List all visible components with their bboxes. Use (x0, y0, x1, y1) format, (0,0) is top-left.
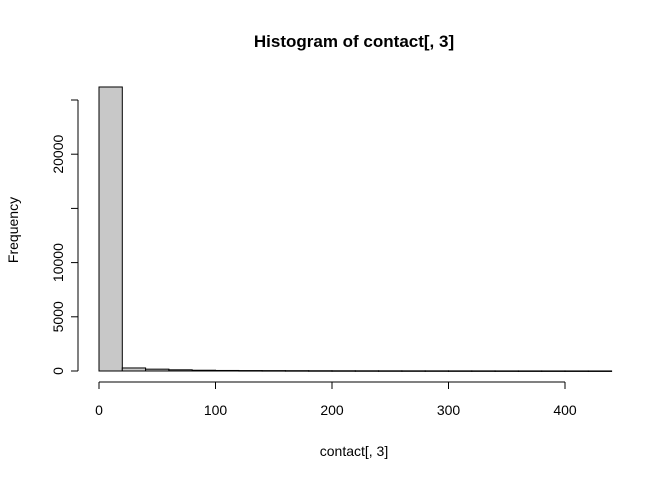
x-tick-label: 200 (320, 402, 344, 418)
histogram-bar (121, 367, 147, 372)
histogram-bar (284, 370, 310, 372)
y-axis-label: Frequency (5, 197, 21, 263)
x-tick-label: 300 (437, 402, 461, 418)
x-tick-label: 100 (204, 402, 228, 418)
x-tick-label: 0 (95, 402, 103, 418)
histogram-bar (471, 370, 496, 372)
histogram-bar (98, 86, 123, 372)
histogram-bar (145, 368, 170, 372)
histogram-bar (448, 370, 473, 372)
histogram-bar (424, 370, 450, 372)
y-tick-label: 5000 (50, 301, 66, 332)
histogram-bar (587, 370, 613, 372)
histogram-bar (261, 370, 286, 372)
histogram-bar (331, 370, 356, 372)
chart-title: Histogram of contact[, 3] (254, 32, 454, 51)
histogram-bar (517, 370, 543, 372)
histogram-bar (215, 369, 240, 372)
histogram-bar (238, 370, 263, 372)
y-tick-label: 0 (50, 367, 66, 375)
y-tick-label: 20000 (50, 135, 66, 174)
histogram-bar (191, 369, 216, 372)
histogram-bar (564, 370, 589, 372)
histogram-bar (354, 370, 380, 372)
x-axis: 0 100 200 300 400 (95, 381, 577, 418)
y-tick-label: 10000 (50, 243, 66, 282)
histogram-bar (378, 370, 403, 372)
histogram-bar (401, 370, 426, 372)
histogram-bar (494, 370, 519, 372)
x-tick-label: 400 (553, 402, 577, 418)
histogram-bar (308, 370, 333, 372)
x-axis-label: contact[, 3] (320, 443, 388, 459)
histogram-bar (168, 369, 193, 372)
histogram-bar (541, 370, 566, 372)
bars-group (98, 86, 613, 372)
y-axis: 0 5000 10000 20000 (50, 99, 79, 375)
